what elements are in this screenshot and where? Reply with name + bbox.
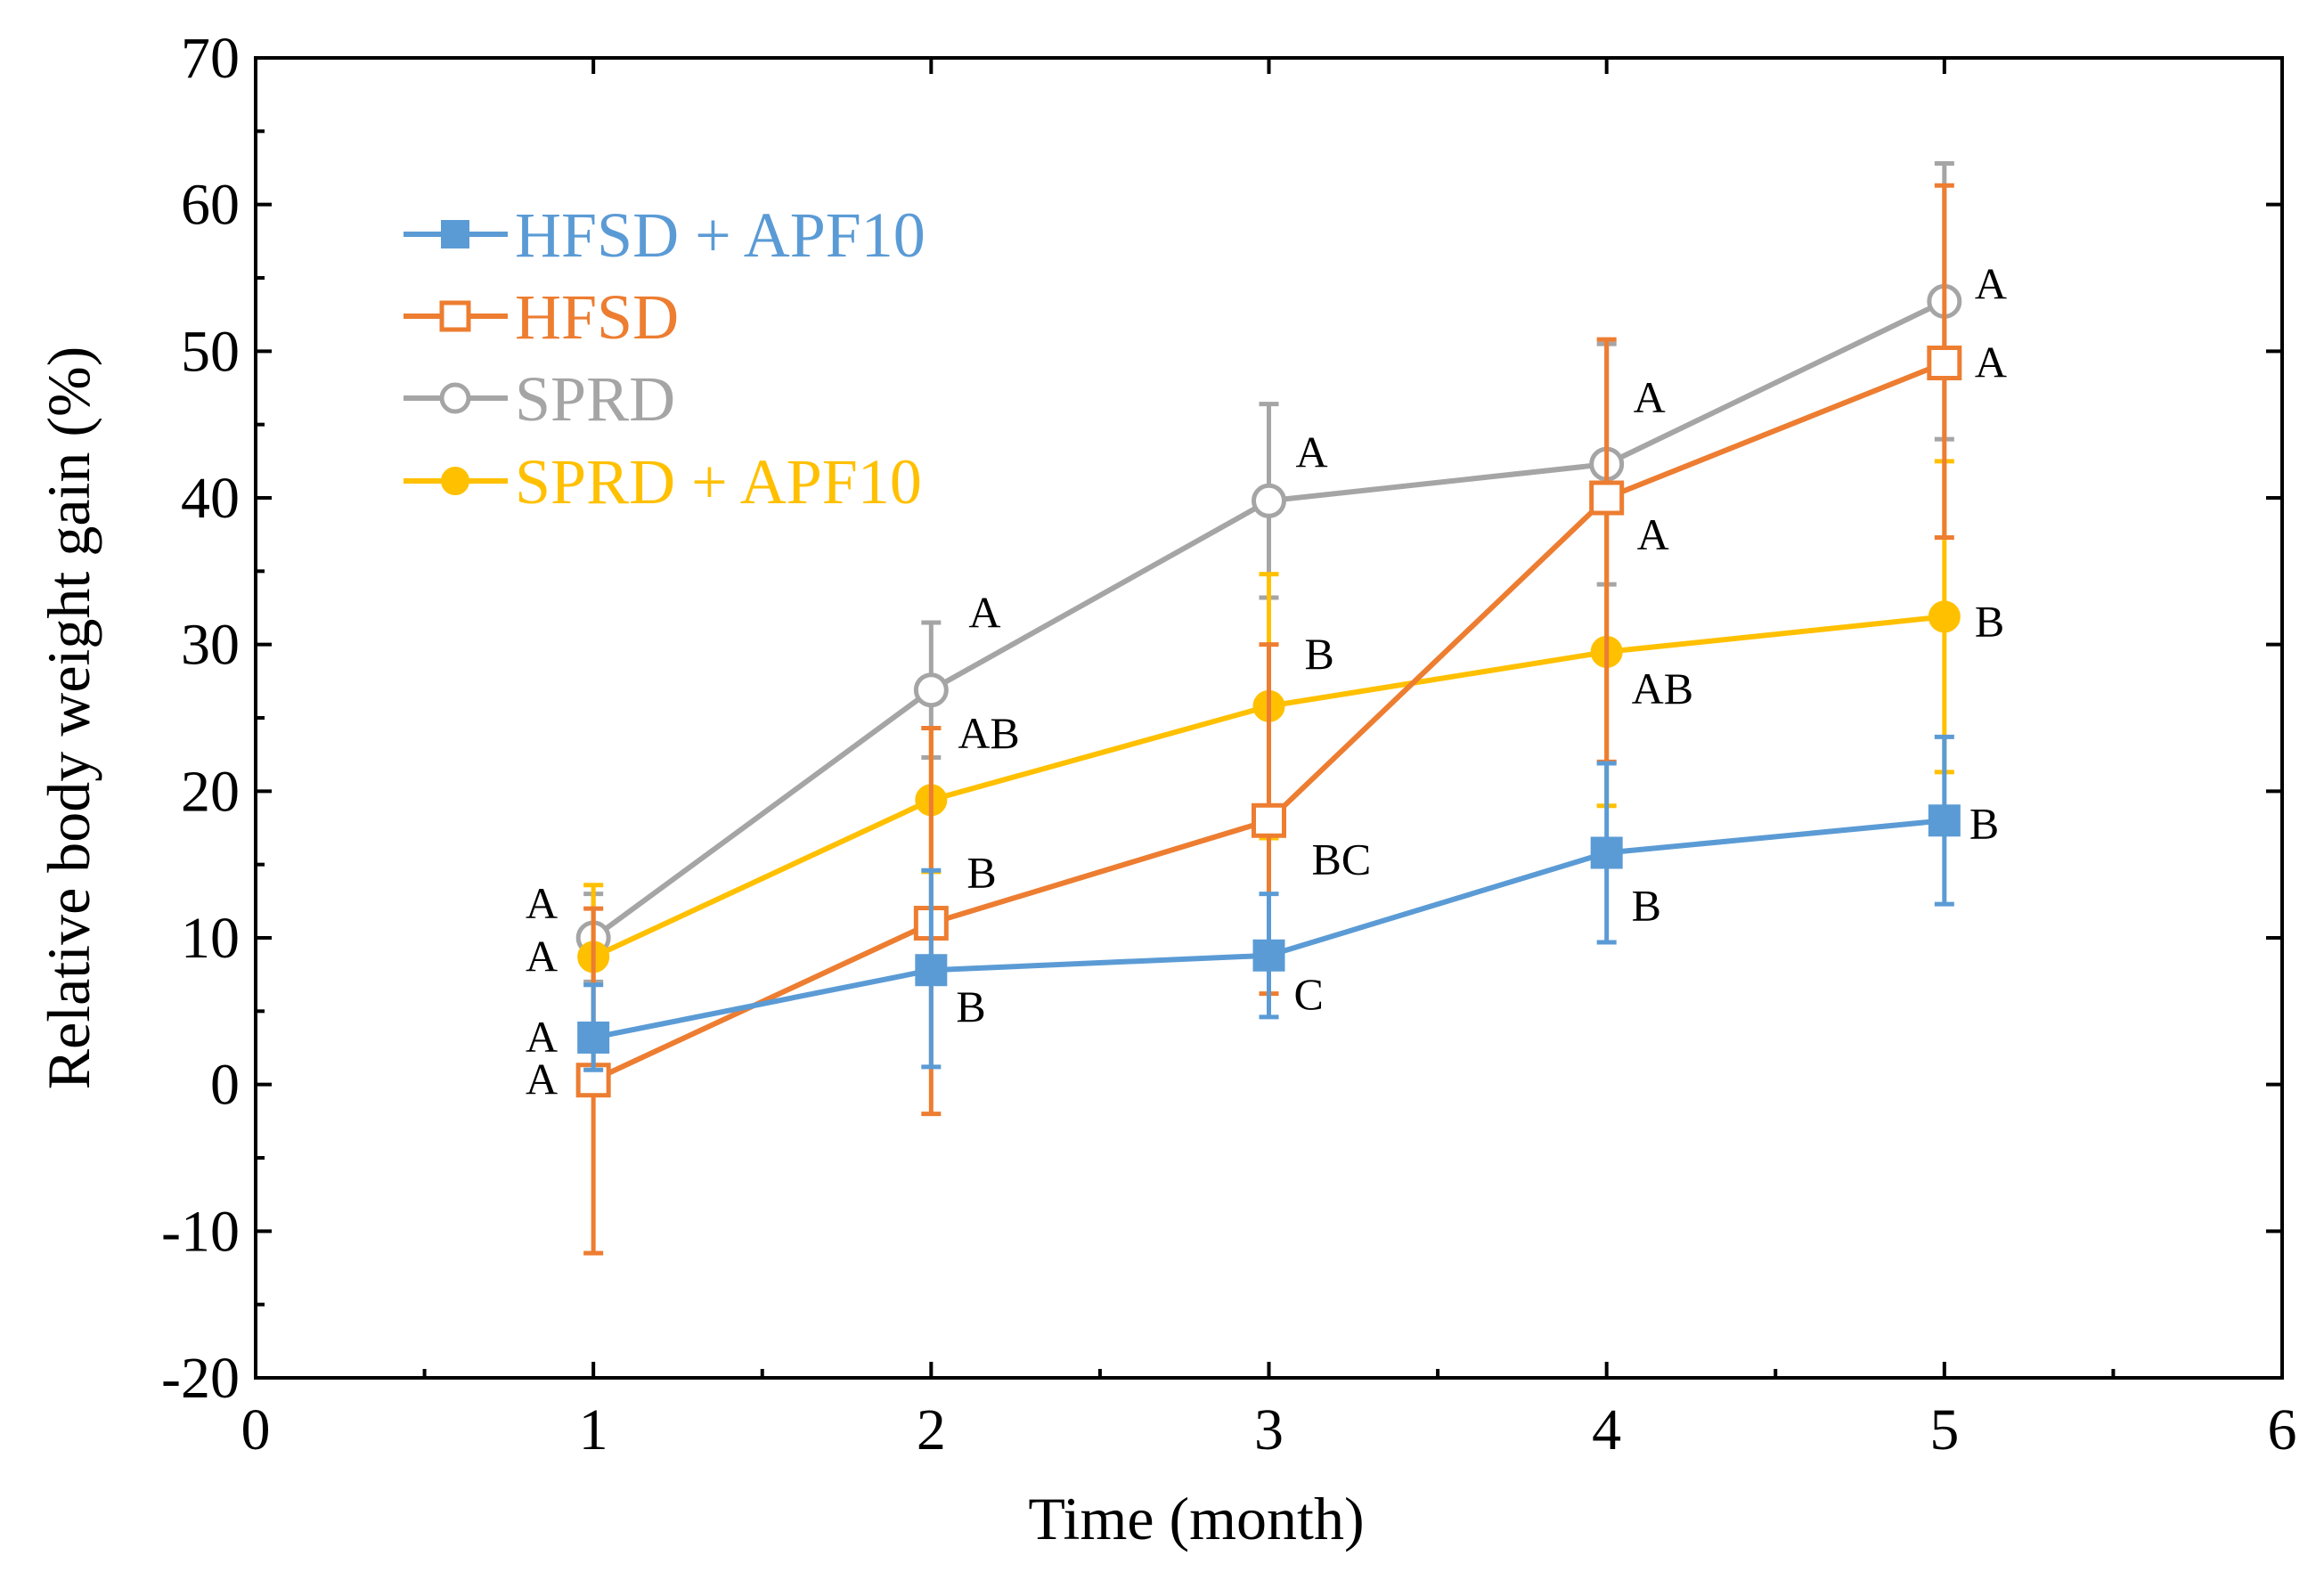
- significance-letter: A: [1296, 427, 1328, 476]
- significance-letter: A: [526, 931, 558, 981]
- y-tick-label: 70: [181, 26, 240, 91]
- data-point: [915, 954, 948, 987]
- significance-letter: BC: [1312, 834, 1372, 884]
- data-point: [1928, 600, 1961, 633]
- legend-marker: [439, 300, 471, 332]
- y-tick-label: 60: [181, 173, 240, 238]
- significance-letter: A: [1975, 338, 2007, 387]
- legend-marker: [439, 382, 471, 414]
- series-0: [577, 734, 1961, 1072]
- significance-letter: A: [1634, 372, 1666, 422]
- data-point: [913, 672, 949, 708]
- data-point: [1252, 802, 1286, 838]
- plot-frame: [254, 56, 2284, 1380]
- significance-letter: A: [526, 1012, 558, 1062]
- significance-letter: C: [1294, 969, 1324, 1019]
- y-tick-label: -10: [161, 1199, 240, 1264]
- y-tick-label: 0: [210, 1053, 240, 1118]
- significance-letter: A: [526, 878, 558, 928]
- legend-label: HFSD + APF10: [515, 200, 926, 271]
- significance-letter: AB: [958, 708, 1019, 758]
- data-point: [577, 1021, 610, 1054]
- x-tick-label: 0: [241, 1397, 271, 1462]
- series-layer: [575, 161, 1962, 1256]
- legend-label: SPRD: [515, 363, 675, 435]
- significance-letter: A: [526, 1055, 558, 1104]
- data-point: [1927, 346, 1962, 381]
- y-tick-label: 50: [181, 319, 240, 384]
- significance-letter: A: [1975, 258, 2007, 308]
- significance-letter: AB: [1632, 664, 1693, 713]
- legend-marker: [441, 467, 469, 495]
- series-1: [575, 183, 1962, 1256]
- x-tick-label: 4: [1592, 1397, 1621, 1462]
- x-tick-label: 3: [1254, 1397, 1284, 1462]
- significance-letter: B: [966, 848, 996, 898]
- significance-letter: A: [968, 588, 1000, 638]
- y-axis-title: Relative body weight gain (%): [35, 346, 102, 1090]
- y-tick-label: 30: [181, 613, 240, 678]
- x-tick-label: 2: [917, 1397, 946, 1462]
- x-tick-label: 1: [579, 1397, 608, 1462]
- significance-letter: B: [956, 981, 985, 1031]
- y-tick-label: 10: [181, 906, 240, 971]
- x-tick-label: 6: [2268, 1397, 2297, 1462]
- significance-letter: B: [1305, 629, 1334, 679]
- x-axis-title: Time (month): [1028, 1485, 1364, 1552]
- y-tick-label: 20: [181, 759, 240, 824]
- legend-marker: [441, 220, 469, 248]
- data-point: [1928, 804, 1961, 837]
- y-tick-label: -20: [161, 1346, 240, 1411]
- significance-letter: B: [1969, 798, 1999, 848]
- data-point: [1252, 483, 1286, 518]
- significance-letter: B: [1632, 880, 1661, 930]
- data-point: [1590, 836, 1623, 869]
- legend-label: SPRD + APF10: [515, 446, 922, 517]
- legend: HFSD + APF10 HFSD SPRD SPRD + APF10: [404, 200, 926, 517]
- data-point: [1589, 480, 1625, 516]
- legend-label: HFSD: [515, 281, 679, 353]
- x-tick-label: 5: [1929, 1397, 1959, 1462]
- data-point: [1252, 939, 1285, 972]
- significance-letter: A: [1637, 509, 1669, 559]
- y-tick-label: 40: [181, 466, 240, 531]
- axis-ticks: 0 1 2 3 4 5 6 -20 -10 0 10 20 30 40 50 60 70: [161, 26, 2296, 1462]
- significance-letter: B: [1975, 596, 2004, 646]
